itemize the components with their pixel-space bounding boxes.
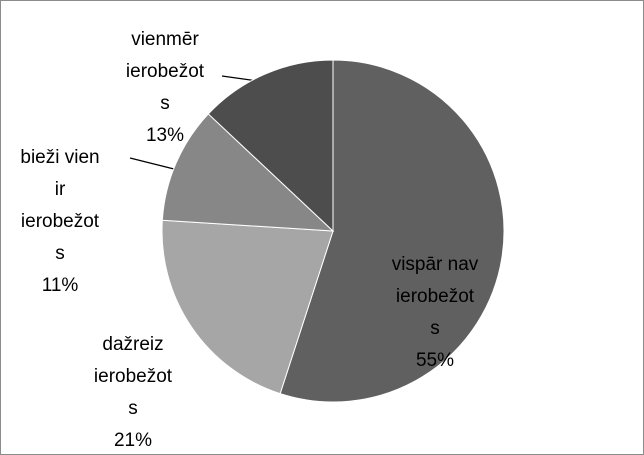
slice-label: ierobežot: [94, 366, 173, 387]
slice-label: vienmēr: [131, 29, 199, 50]
value-label: 21%: [114, 430, 152, 451]
slice-label: s: [128, 398, 138, 419]
pie-slice: [207, 59, 334, 233]
slice-label: ierobežot: [126, 61, 205, 82]
slice-label: ierobežot: [21, 211, 100, 232]
slice-label: bieži vien: [20, 147, 99, 168]
slice-label: s: [160, 93, 170, 114]
slice-label: vispār nav: [392, 254, 479, 275]
pie-slice: [161, 113, 335, 232]
leader-line: [129, 157, 179, 171]
slice-label: ierobežot: [396, 286, 475, 307]
value-label: 55%: [416, 350, 454, 371]
slice-label: ir: [55, 179, 66, 200]
slice-label: s: [55, 243, 65, 264]
slice-label: s: [430, 318, 440, 339]
slice-label: dažreiz: [102, 334, 163, 355]
pie-slice: [279, 59, 505, 403]
value-label: 13%: [146, 125, 184, 146]
pie-slice: [161, 219, 334, 395]
value-label: 11%: [42, 275, 79, 296]
